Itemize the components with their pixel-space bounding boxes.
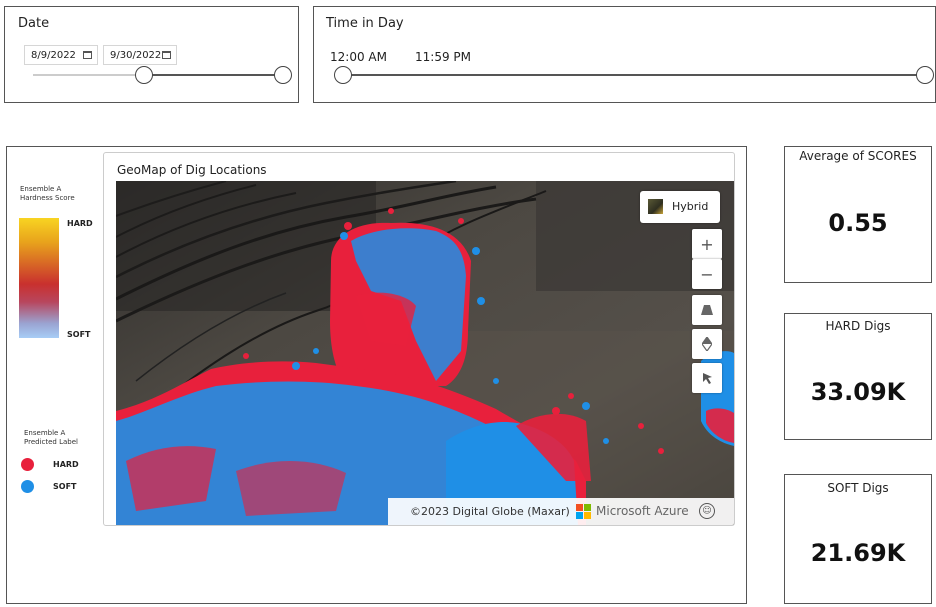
compass-icon bbox=[702, 337, 712, 351]
zoom-out-button[interactable]: − bbox=[692, 259, 722, 289]
kpi-title: Average of SCORES bbox=[799, 149, 917, 163]
time-slider-start-handle[interactable] bbox=[334, 66, 352, 84]
hard-legend-dot bbox=[21, 458, 34, 471]
zoom-in-button[interactable]: + bbox=[692, 229, 722, 259]
start-date-value: 8/9/2022 bbox=[31, 50, 76, 61]
soft-legend-dot bbox=[21, 480, 34, 493]
time-slicer-title: Time in Day bbox=[326, 16, 404, 31]
hybrid-thumbnail-icon bbox=[648, 199, 663, 214]
cursor-icon bbox=[702, 373, 712, 384]
attribution-bar: ©2023 Digital Globe (Maxar) Microsoft Az… bbox=[388, 498, 734, 525]
time-slider-range[interactable] bbox=[343, 74, 926, 76]
map-style-label: Hybrid bbox=[672, 200, 709, 213]
time-slider-end-handle[interactable] bbox=[916, 66, 934, 84]
map-title: GeoMap of Dig Locations bbox=[117, 163, 267, 177]
hard-legend-label: HARD bbox=[53, 460, 79, 469]
time-slicer: Time in Day 12:00 AM 11:59 PM bbox=[313, 6, 936, 103]
score-high-label: HARD bbox=[67, 219, 93, 228]
calendar-icon[interactable] bbox=[83, 51, 92, 59]
attribution-text: ©2023 Digital Globe (Maxar) bbox=[410, 505, 570, 518]
date-slicer: Date 8/9/2022 9/30/2022 bbox=[4, 6, 299, 103]
kpi-title: SOFT Digs bbox=[827, 481, 889, 495]
date-slider-end-handle[interactable] bbox=[274, 66, 292, 84]
kpi-title: HARD Digs bbox=[825, 319, 891, 333]
zoom-out-icon: − bbox=[700, 264, 714, 284]
selection-tool-button[interactable] bbox=[692, 363, 722, 393]
date-slider-range bbox=[145, 74, 283, 76]
kpi-average-score-card: Average of SCORES 0.55 bbox=[784, 146, 932, 283]
label-legend-title: Ensemble A Predicted Label bbox=[24, 429, 78, 446]
map-panel: Ensemble A Hardness Score HARD SOFT Ense… bbox=[6, 146, 747, 604]
map-style-button[interactable]: Hybrid bbox=[640, 191, 720, 223]
zoom-in-icon: + bbox=[700, 234, 714, 254]
dig-point-layer bbox=[116, 208, 734, 525]
score-legend-title: Ensemble A Hardness Score bbox=[20, 185, 75, 202]
end-date-input[interactable]: 9/30/2022 bbox=[103, 45, 177, 65]
date-slicer-title: Date bbox=[18, 16, 50, 31]
date-slider-track[interactable] bbox=[33, 74, 145, 76]
soft-legend-label: SOFT bbox=[53, 482, 77, 491]
score-low-label: SOFT bbox=[67, 330, 91, 339]
provider-text: Microsoft Azure bbox=[596, 504, 689, 518]
feedback-smiley-icon[interactable]: ☺ bbox=[699, 503, 715, 519]
end-date-value: 9/30/2022 bbox=[110, 50, 162, 61]
map-canvas[interactable]: Hybrid + − ©2023 Digital Globe (Maxar) bbox=[116, 181, 734, 525]
kpi-value: 33.09K bbox=[810, 378, 906, 406]
compass-button[interactable] bbox=[692, 329, 722, 359]
time-start-label: 12:00 AM bbox=[330, 50, 387, 64]
kpi-value: 0.55 bbox=[828, 209, 888, 237]
start-date-input[interactable]: 8/9/2022 bbox=[24, 45, 98, 65]
kpi-hard-digs-card: HARD Digs 33.09K bbox=[784, 313, 932, 440]
kpi-value: 21.69K bbox=[810, 539, 906, 567]
pitch-button[interactable] bbox=[692, 295, 722, 325]
map-visual: GeoMap of Dig Locations bbox=[103, 152, 735, 526]
kpi-soft-digs-card: SOFT Digs 21.69K bbox=[784, 474, 932, 604]
time-end-label: 11:59 PM bbox=[415, 50, 471, 64]
pitch-icon bbox=[701, 305, 713, 315]
date-slider-start-handle[interactable] bbox=[135, 66, 153, 84]
calendar-icon[interactable] bbox=[162, 51, 171, 59]
score-gradient bbox=[19, 218, 59, 338]
microsoft-logo-icon bbox=[576, 504, 591, 519]
